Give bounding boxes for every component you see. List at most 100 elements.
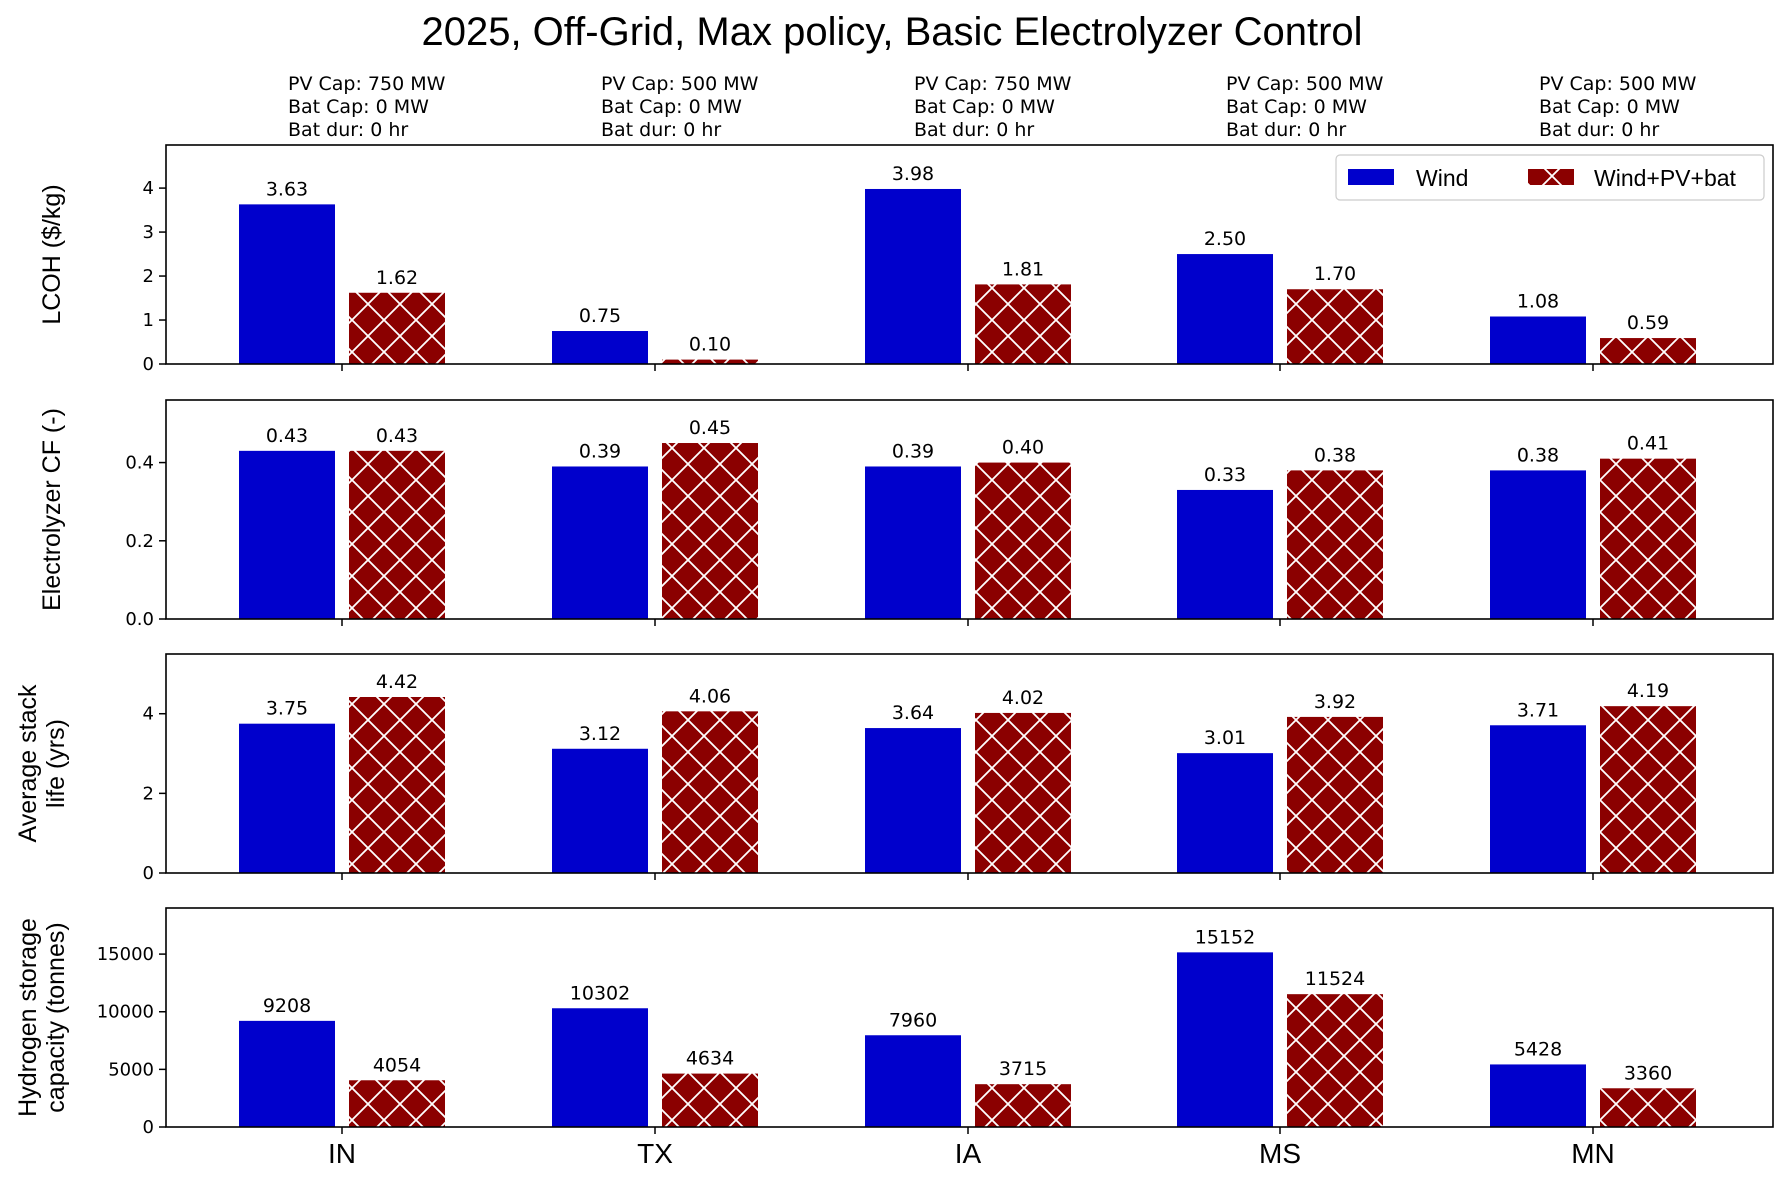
bar [1490,725,1586,873]
data-label: 10302 [570,982,630,1004]
data-label: 7960 [889,1009,937,1031]
data-label: 0.43 [376,425,418,447]
data-label: 4.06 [689,685,731,707]
data-label: 9208 [263,995,311,1017]
bar [1287,716,1383,873]
y-tick-label: 5000 [108,1059,154,1080]
bar [1490,1064,1586,1127]
bar [1287,289,1383,364]
annotation-line: Bat dur: 0 hr [914,119,1034,141]
y-tick-label: 0.2 [125,531,154,552]
bar [239,450,335,619]
y-tick-label: 4 [143,704,154,725]
bar [1490,470,1586,619]
x-tick-label: MS [1259,1138,1301,1169]
bar [975,462,1071,619]
panel: 0.43 0.39 0.39 0.33 0.38 0.43 0.45 0.40 0.38 0.41… [38,399,1774,630]
legend: Wind Wind+PV+bat [1335,154,1765,201]
y-tick-label: 0.0 [125,609,154,630]
data-label: 3360 [1624,1062,1672,1084]
annotation-line: PV Cap: 500 MW [1539,73,1697,95]
y-tick-label: 1 [143,310,154,331]
data-label: 4054 [373,1054,421,1076]
legend-label: Wind+PV+bat [1594,165,1737,191]
data-label: 0.40 [1002,437,1044,459]
y-tick-label: 3 [143,222,154,243]
axes-frame [165,144,1774,365]
x-tick-label: TX [637,1138,673,1169]
bar [239,723,335,873]
annotation-line: Bat dur: 0 hr [601,119,721,141]
y-tick-label: 0.4 [125,453,154,474]
bar [662,1073,758,1127]
legend-swatch [1348,169,1394,185]
y-tick-label: 2 [143,266,154,287]
bar [1600,706,1696,873]
bar [349,450,445,619]
data-label: 0.38 [1517,444,1559,466]
bar [239,1020,335,1127]
bar [865,188,961,364]
data-label: 2.50 [1204,228,1246,250]
bar [975,712,1071,873]
data-label: 0.45 [689,417,731,439]
bar [239,204,335,364]
data-label: 0.38 [1314,444,1356,466]
panel: 3.63 0.75 3.98 2.50 1.08 1.62 0.10 1.81 1.70 0.59… [38,144,1774,375]
annotation-line: Bat dur: 0 hr [1539,119,1659,141]
axes-frame [165,653,1774,874]
data-label: 3.71 [1517,699,1559,721]
y-tick-label: 15000 [97,944,154,965]
data-label: 3.63 [266,178,308,200]
y-axis-label: capacity (tonnes) [42,922,70,1112]
data-label: 3.64 [892,702,934,724]
bar [1600,338,1696,364]
legend-swatch [1528,169,1574,185]
annotation-line: PV Cap: 500 MW [601,73,759,95]
bar [865,466,961,619]
x-tick-label: IN [328,1138,356,1169]
bar [662,359,758,364]
data-label: 3.01 [1204,727,1246,749]
data-label: 1.62 [376,267,418,289]
data-label: 0.43 [266,425,308,447]
bar [865,1035,961,1127]
annotation-line: PV Cap: 750 MW [914,73,1072,95]
bar [1177,753,1273,873]
axes-frame [165,907,1774,1128]
y-tick-label: 2 [143,783,154,804]
bar [552,466,648,619]
data-label: 4.02 [1002,687,1044,709]
data-label: 1.08 [1517,291,1559,313]
data-label: 0.39 [892,440,934,462]
data-label: 4634 [686,1048,734,1070]
data-label: 1.81 [1002,258,1044,280]
y-tick-label: 10000 [97,1002,154,1023]
bar [1600,458,1696,619]
bar [1177,254,1273,364]
annotation-line: Bat Cap: 0 MW [1226,96,1367,118]
bar [662,711,758,873]
bar [1600,1088,1696,1127]
data-label: 0.33 [1204,464,1246,486]
annotation-line: PV Cap: 500 MW [1226,73,1384,95]
data-label: 0.41 [1627,433,1669,455]
x-tick-label: MN [1571,1138,1615,1169]
y-axis-label: life (yrs) [42,719,70,808]
data-label: 0.75 [579,305,621,327]
bar [1287,994,1383,1127]
annotation-line: Bat dur: 0 hr [1226,119,1346,141]
bar [1287,470,1383,619]
data-label: 3.98 [892,163,934,185]
panels-group: 3.63 0.75 3.98 2.50 1.08 1.62 0.10 1.81 1.70 0.59… [14,144,1774,1169]
bar [975,284,1071,364]
panel: 9208 10302 7960 15152 5428 4054 4634 3715 11524 3… [14,907,1774,1138]
annotation-line: Bat Cap: 0 MW [1539,96,1680,118]
bar [552,1008,648,1127]
y-tick-label: 0 [143,1117,154,1138]
bar [662,443,758,619]
data-label: 0.10 [689,334,731,356]
legend-label: Wind [1416,165,1468,191]
